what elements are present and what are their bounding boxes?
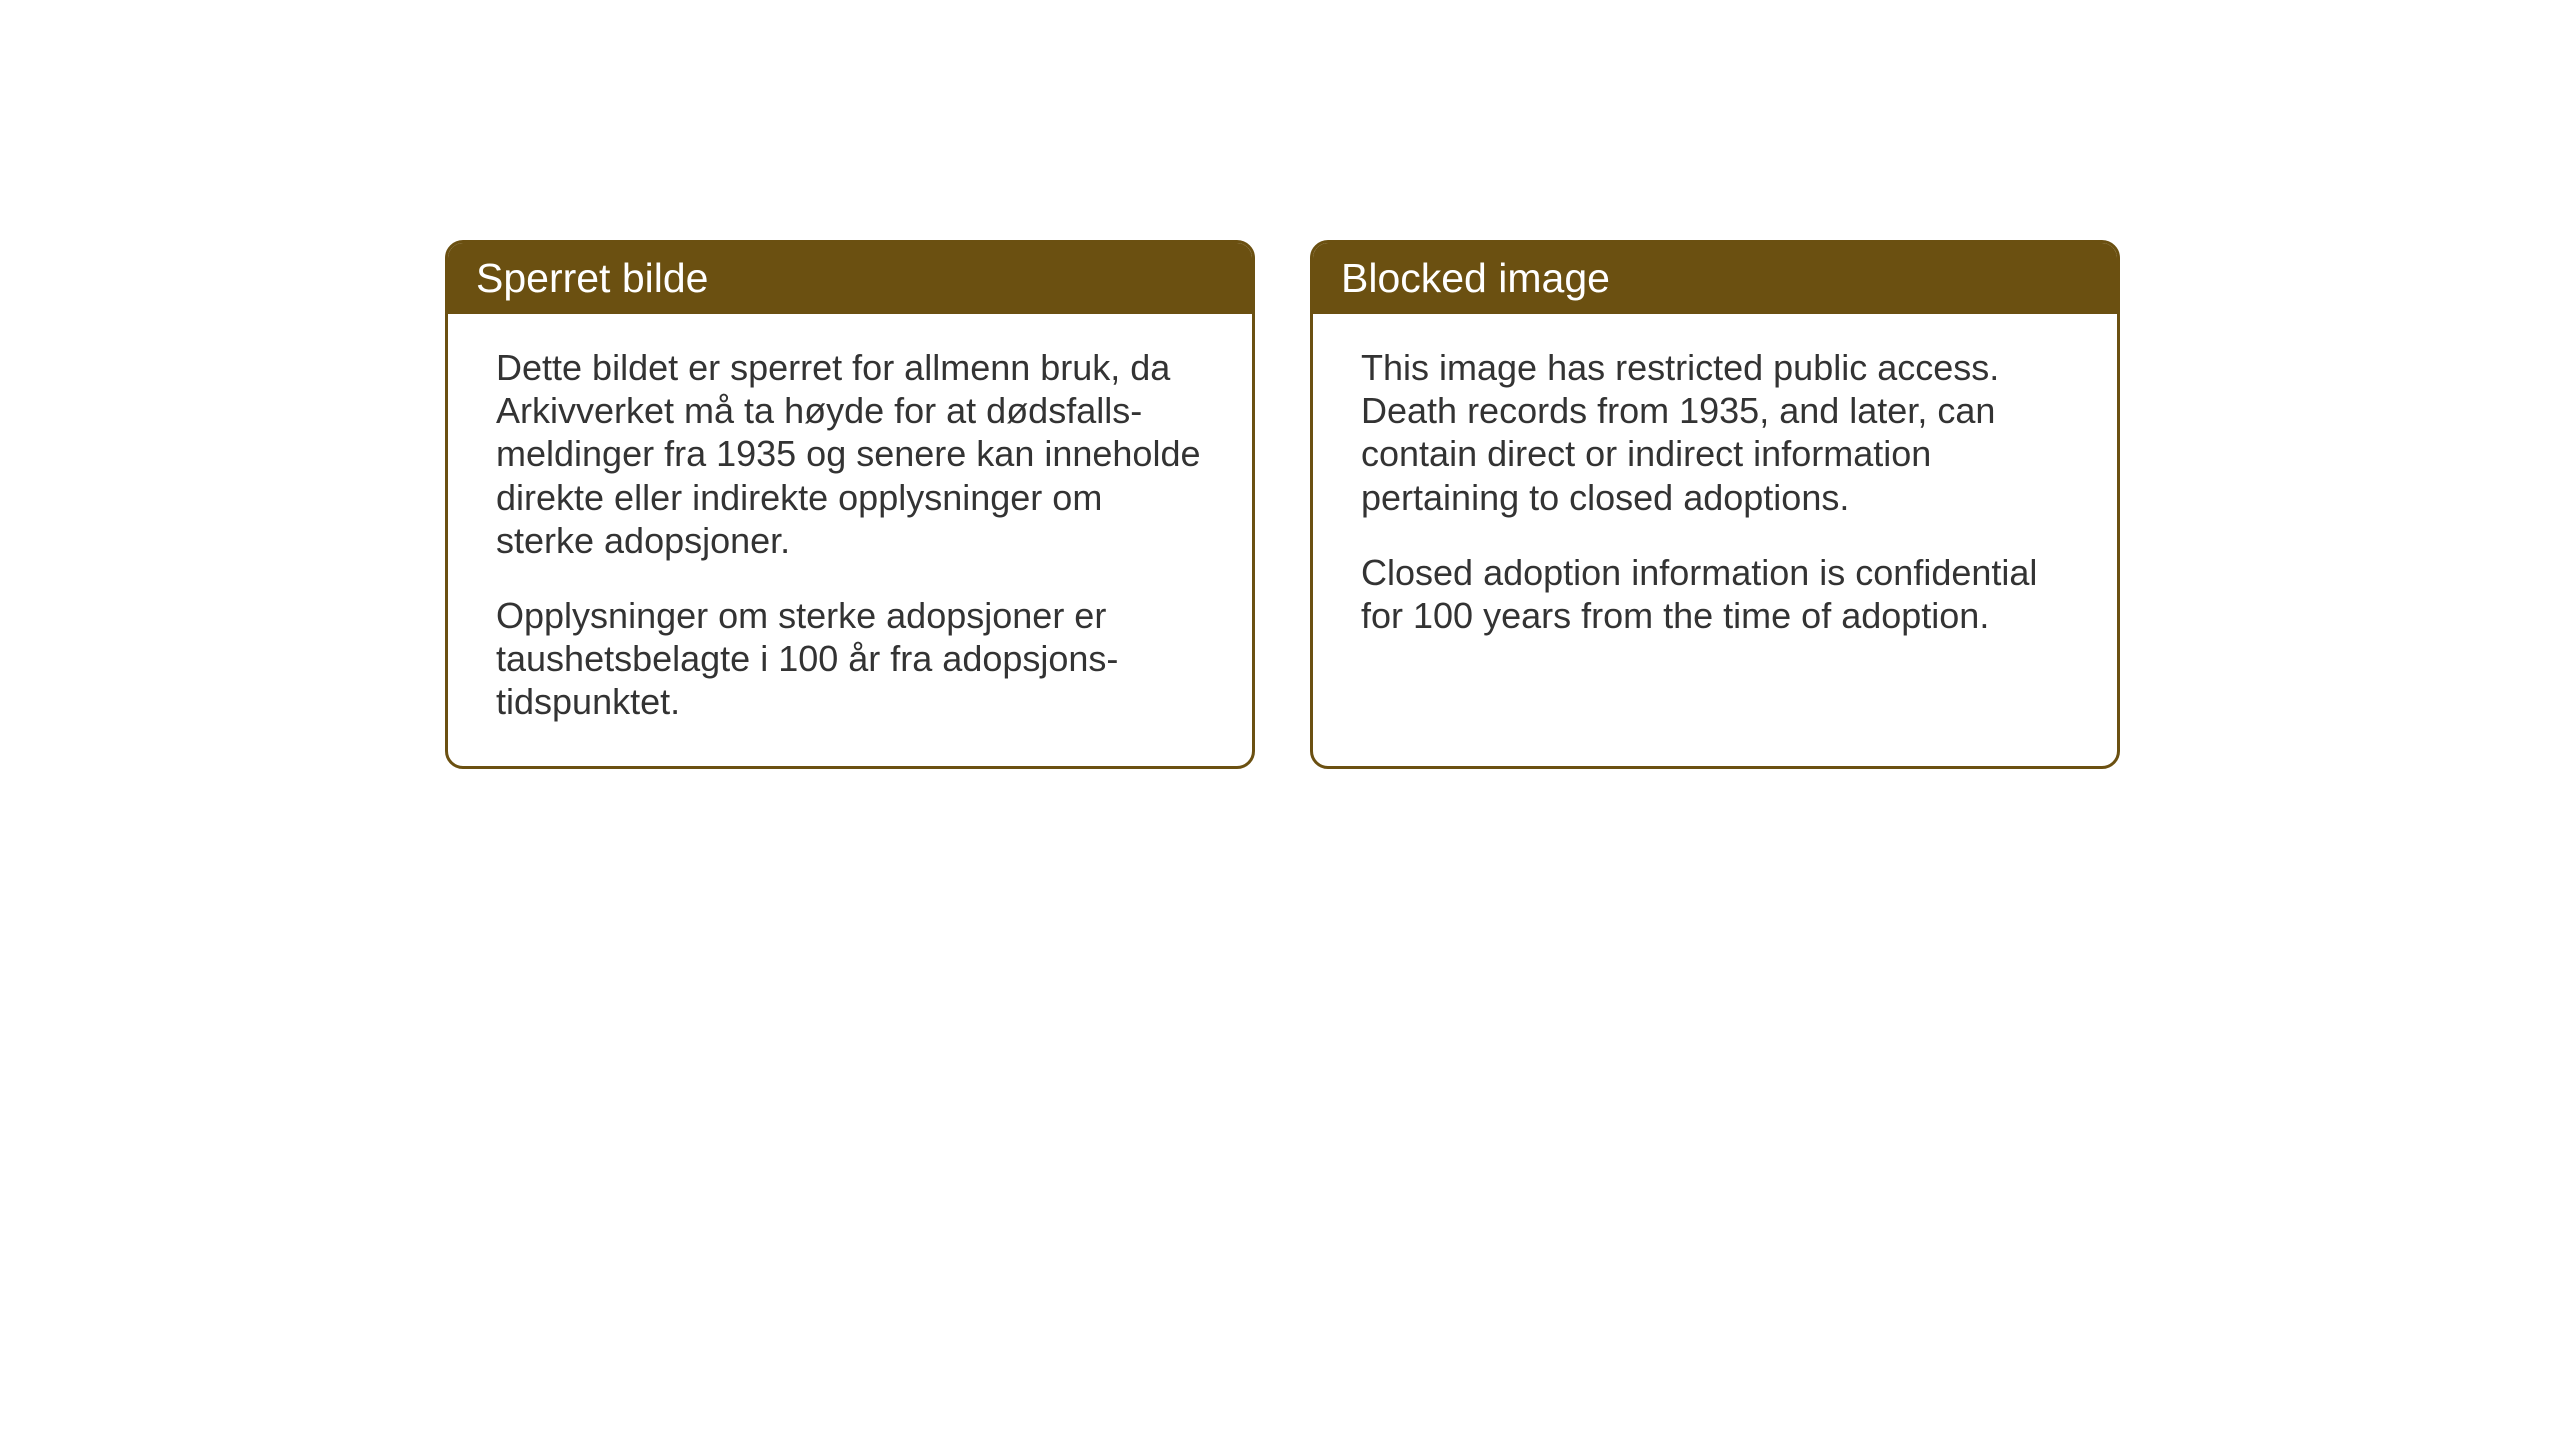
notice-paragraph-2-norwegian: Opplysninger om sterke adopsjoner er tau… xyxy=(496,594,1204,724)
notice-header-norwegian: Sperret bilde xyxy=(448,243,1252,314)
notice-title-norwegian: Sperret bilde xyxy=(476,255,708,301)
notice-paragraph-2-english: Closed adoption information is confident… xyxy=(1361,551,2069,637)
notice-box-english: Blocked image This image has restricted … xyxy=(1310,240,2120,769)
notice-header-english: Blocked image xyxy=(1313,243,2117,314)
notice-box-norwegian: Sperret bilde Dette bildet er sperret fo… xyxy=(445,240,1255,769)
notice-body-norwegian: Dette bildet er sperret for allmenn bruk… xyxy=(448,314,1252,766)
notice-paragraph-1-norwegian: Dette bildet er sperret for allmenn bruk… xyxy=(496,346,1204,562)
notice-body-english: This image has restricted public access.… xyxy=(1313,314,2117,734)
notice-paragraph-1-english: This image has restricted public access.… xyxy=(1361,346,2069,519)
notice-title-english: Blocked image xyxy=(1341,255,1610,301)
notice-container: Sperret bilde Dette bildet er sperret fo… xyxy=(445,240,2120,769)
